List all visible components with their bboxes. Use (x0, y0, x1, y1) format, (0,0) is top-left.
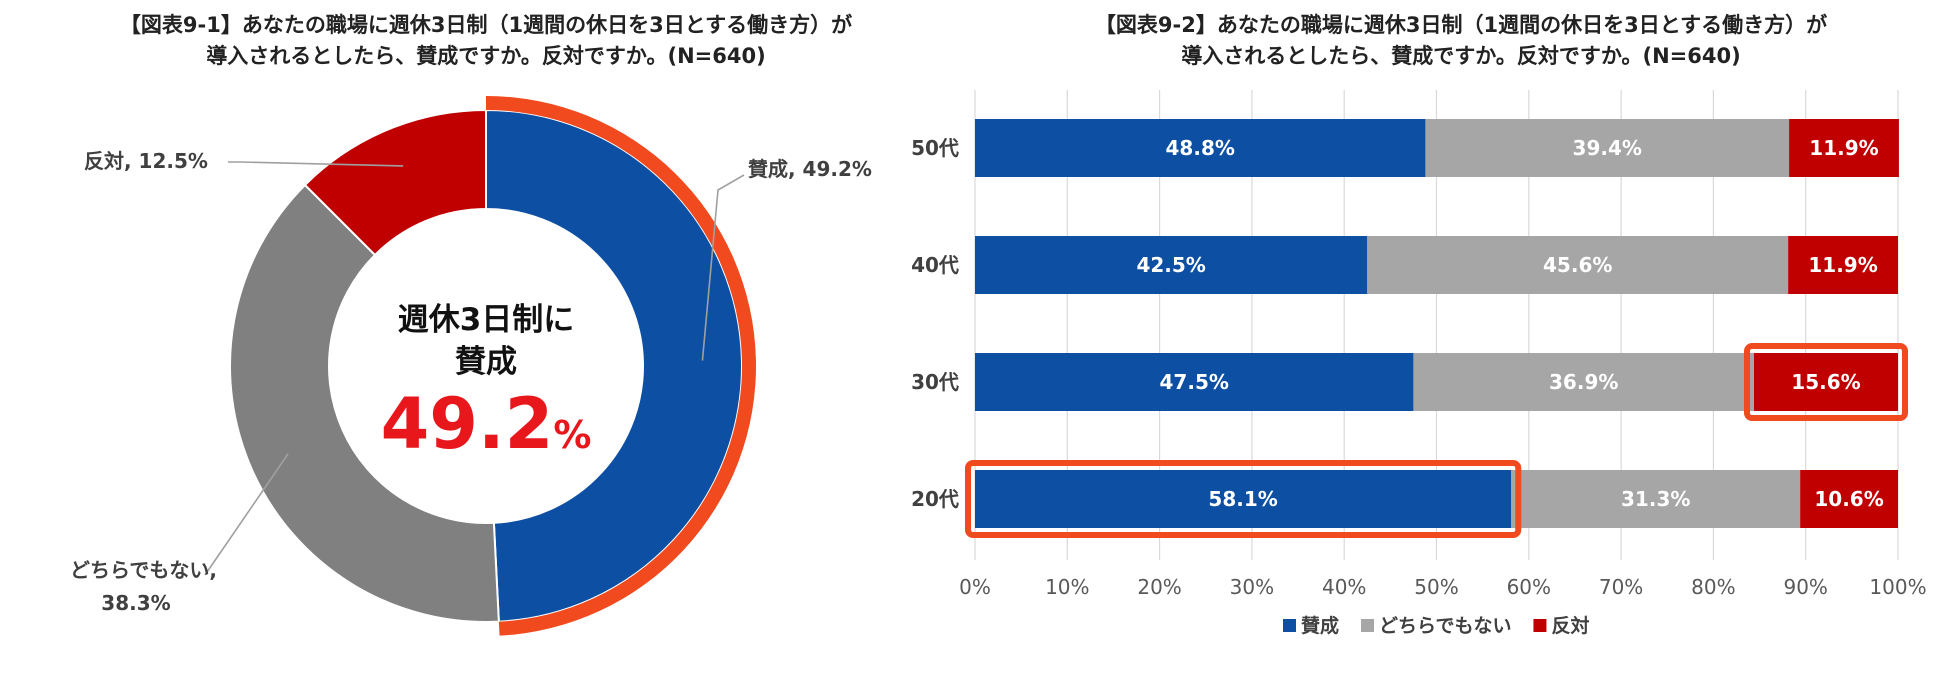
bar-1-series-1 (975, 119, 1426, 177)
bar-1-series-3 (1789, 119, 1899, 177)
bar-4-series-1 (975, 470, 1512, 528)
donut-center-line1: 週休3日制に (398, 302, 575, 338)
legend-label-2: どちらでもない (1379, 615, 1511, 637)
legend-label-1: 賛成 (1301, 614, 1339, 637)
bar-label-2-series-1: 42.5% (1136, 253, 1205, 277)
donut-slice-3 (303, 108, 487, 257)
x-tick-label-2: 20% (1137, 575, 1181, 599)
y-tick-label-1: 50代 (911, 136, 959, 160)
donut-label-oppose: 反対, 12.5% (84, 149, 208, 173)
bar-label-3-series-2: 36.9% (1549, 370, 1618, 394)
bar-label-1-series-1: 48.8% (1166, 136, 1235, 160)
bar-2-series-1 (975, 236, 1368, 294)
legend-swatch-2 (1361, 619, 1375, 632)
x-tick-label-1: 10% (1045, 575, 1089, 599)
bar-3-series-2 (1413, 353, 1755, 411)
bar-4-series-3 (1800, 470, 1898, 528)
bar-label-1-series-3: 11.9% (1809, 136, 1878, 160)
x-tick-label-9: 90% (1783, 575, 1827, 599)
leader-line-oppose (228, 161, 404, 167)
bar-label-1-series-2: 39.4% (1573, 136, 1642, 160)
donut-center-unit: % (553, 413, 591, 457)
bar-3-series-1 (975, 353, 1414, 411)
donut-chart-title: 【図表9-1】あなたの職場に週休3日制（1週間の休日を3日とする働き方）が 導入… (0, 10, 972, 72)
x-tick-label-8: 80% (1691, 575, 1735, 599)
y-tick-label-3: 30代 (911, 370, 959, 394)
bar-label-2-series-2: 45.6% (1543, 253, 1612, 277)
bar-label-4-series-2: 31.3% (1621, 487, 1690, 511)
legend-label-3: 反対 (1551, 614, 1589, 637)
donut-chart-title-line2: 導入されるとしたら、賛成ですか。反対ですか。(N=640) (206, 44, 766, 68)
bar-2-series-3 (1788, 236, 1898, 294)
bar-label-3-series-3: 15.6% (1791, 370, 1860, 394)
x-tick-label-6: 60% (1507, 575, 1551, 599)
x-tick-label-5: 50% (1414, 575, 1458, 599)
donut-center-value: 49.2% (381, 383, 592, 465)
x-tick-label-10: 100% (1869, 575, 1926, 599)
x-tick-label-0: 0% (959, 575, 991, 599)
x-tick-label-3: 30% (1230, 575, 1274, 599)
bar-label-4-series-1: 58.1% (1208, 487, 1277, 511)
bar-label-4-series-3: 10.6% (1814, 487, 1883, 511)
bar-1-series-2 (1425, 119, 1790, 177)
bar-3-series-3 (1754, 353, 1898, 411)
donut-label-neutral-line1: どちらでもない, (70, 558, 217, 582)
bar-label-2-series-3: 11.9% (1808, 253, 1877, 277)
leader-line-neutral (204, 453, 289, 576)
bar-chart-title-line2: 導入されるとしたら、賛成ですか。反対ですか。(N=640) (1181, 44, 1741, 68)
donut-center-line2: 賛成 (455, 344, 517, 380)
bar-2-series-2 (1367, 236, 1789, 294)
bar-4-series-2 (1511, 470, 1801, 528)
donut-slice-1 (485, 108, 743, 623)
bar-chart-title-line1: 【図表9-2】あなたの職場に週休3日制（1週間の休日を3日とする働き方）が (1094, 13, 1828, 37)
donut-slice-2 (229, 183, 500, 623)
legend-swatch-3 (1533, 619, 1547, 632)
bar-highlight-box-1 (1744, 343, 1908, 421)
x-tick-label-4: 40% (1322, 575, 1366, 599)
donut-label-agree: 賛成, 49.2% (748, 157, 872, 181)
bar-label-3-series-1: 47.5% (1160, 370, 1229, 394)
y-tick-label-4: 20代 (911, 487, 959, 511)
legend-swatch-1 (1283, 619, 1296, 632)
donut-chart-title-line1: 【図表9-1】あなたの職場に週休3日制（1週間の休日を3日とする働き方）が (119, 13, 853, 37)
y-tick-label-2: 40代 (911, 253, 959, 277)
leader-line-agree (701, 174, 745, 361)
bar-highlight-box-2 (965, 460, 1522, 538)
x-tick-label-7: 70% (1599, 575, 1643, 599)
donut-center-number: 49.2 (381, 383, 554, 465)
bar-chart-title: 【図表9-2】あなたの職場に週休3日制（1週間の休日を3日とする働き方）が 導入… (972, 10, 1950, 72)
donut-label-neutral-line2: 38.3% (101, 591, 170, 615)
